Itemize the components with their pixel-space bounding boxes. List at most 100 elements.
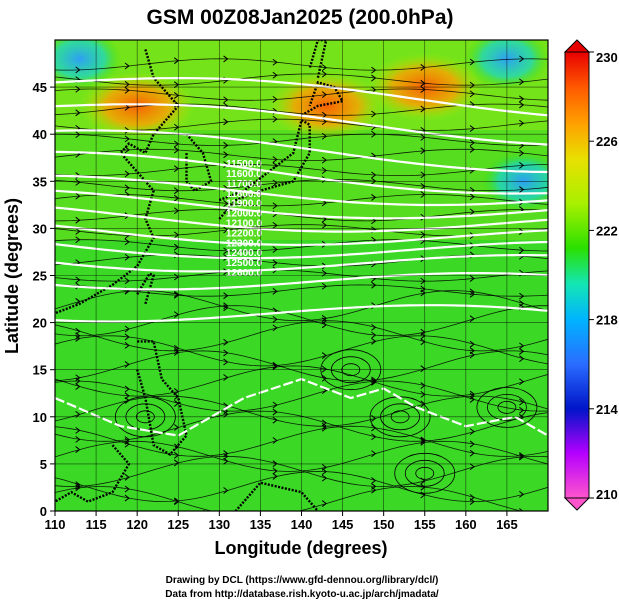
flow-arrow: [469, 449, 475, 457]
flow-arrow: [75, 482, 81, 490]
flow-arrow: [124, 86, 130, 94]
x-tick-label: 155: [414, 517, 436, 532]
flow-arrow: [519, 453, 525, 461]
x-tick-label: 160: [455, 517, 477, 532]
flow-arrow: [124, 170, 130, 178]
y-tick-label: 0: [40, 504, 47, 519]
flow-arrow: [75, 298, 81, 305]
flow-arrow: [75, 427, 81, 434]
flow-arrow: [469, 390, 475, 398]
flow-arrow: [124, 385, 130, 393]
flow-arrow: [124, 62, 130, 70]
flow-arrow: [519, 246, 525, 254]
flow-arrow: [223, 200, 229, 207]
flow-arrow: [371, 194, 377, 201]
flow-arrow: [272, 467, 278, 475]
flow-arrow: [223, 487, 229, 494]
flow-arrow: [272, 324, 278, 332]
flow-arrow: [124, 80, 130, 88]
coastline-5: [136, 340, 188, 457]
flow-arrow: [75, 216, 81, 224]
flow-arrow: [519, 292, 525, 300]
flow-arrow: [321, 419, 327, 427]
flow-arrow: [124, 494, 130, 502]
x-tick-label: 110: [45, 517, 66, 532]
flow-arrow: [469, 428, 475, 436]
flow-arrow: [223, 151, 229, 159]
flow-arrow: [519, 186, 525, 193]
flow-arrow: [519, 347, 525, 355]
flow-arrow: [321, 352, 327, 359]
flow-arrow: [272, 156, 278, 163]
flow-arrow: [75, 484, 81, 492]
flow-arrow: [321, 156, 327, 164]
flow-arrow: [321, 221, 327, 229]
flow-arrow: [124, 325, 130, 333]
flow-arrow: [469, 146, 475, 153]
x-tick-label: 115: [86, 517, 107, 532]
colorbar-tick-label: 218: [596, 313, 618, 328]
colorbar-tick-label: 210: [596, 487, 618, 502]
flow-arrow: [75, 410, 81, 418]
contour-label-4: 11900.0: [226, 199, 262, 210]
flow-arrow: [223, 55, 229, 63]
flow-arrow: [223, 292, 229, 300]
colorbar-tick-label: 222: [596, 223, 618, 238]
flow-arrow: [321, 64, 327, 72]
flow-arrow: [519, 300, 525, 307]
flow-arrow: [124, 135, 130, 143]
flow-arrow: [124, 392, 130, 400]
colorbar-bottom-arrow: [563, 497, 591, 511]
flow-arrow: [519, 452, 525, 459]
credit-drawing: Drawing by DCL (https://www.gfd-dennou.o…: [166, 575, 439, 586]
flow-arrow: [124, 397, 130, 404]
coastline-8: [55, 444, 131, 503]
flow-arrow: [75, 446, 81, 453]
flow-arrow: [75, 377, 81, 385]
flow-arrow: [519, 378, 525, 386]
flow-arrow: [519, 508, 524, 511]
flow-arrow: [321, 70, 327, 78]
flow-arrow: [124, 361, 130, 368]
contour-label-6: 12100.0: [226, 219, 263, 230]
flow-arrow: [469, 90, 475, 98]
x-tick-label: 150: [373, 517, 395, 532]
flow-arrow: [272, 95, 278, 103]
x-axis-label: Longitude (degrees): [214, 538, 387, 558]
grid-lines: [55, 40, 548, 511]
coastline-7: [202, 481, 319, 511]
flow-arrow: [321, 474, 327, 482]
flow-arrow: [124, 184, 130, 192]
flow-arrow: [124, 342, 130, 349]
y-tick-label: 45: [33, 80, 47, 95]
contour-label-2: 11700.0: [226, 179, 262, 190]
flow-arrow: [371, 414, 377, 422]
flow-arrow: [519, 406, 525, 414]
plot-area: 11500.011600.011700.011800.011900.012000…: [55, 40, 548, 511]
flow-arrow: [75, 332, 81, 340]
flow-arrow: [223, 452, 229, 460]
flow-arrow: [272, 315, 278, 323]
flow-arrow: [124, 238, 130, 246]
y-axis-label: Latitude (degrees): [2, 198, 22, 354]
flow-arrow: [75, 335, 81, 342]
flow-arrow: [75, 66, 81, 74]
flow-arrow: [272, 246, 278, 253]
flow-arrow: [469, 463, 475, 471]
flow-arrow: [321, 365, 327, 373]
coastline-0: [55, 49, 180, 315]
flow-arrow: [469, 498, 475, 505]
flow-arrow: [371, 110, 377, 118]
flow-arrow: [223, 96, 229, 104]
flow-arrow: [223, 141, 229, 149]
contour-label-1: 11600.0: [226, 169, 262, 180]
flow-arrow: [321, 91, 327, 99]
y-tick-label: 30: [33, 221, 47, 236]
flow-arrow: [75, 374, 81, 382]
colorbar-tick-label: 230: [596, 50, 618, 65]
colorbar-top-arrow: [563, 39, 591, 53]
flow-arrow: [124, 436, 130, 443]
flow-arrow: [519, 355, 525, 363]
contour-label-7: 12200.0: [226, 228, 263, 239]
flow-arrow: [519, 55, 525, 63]
